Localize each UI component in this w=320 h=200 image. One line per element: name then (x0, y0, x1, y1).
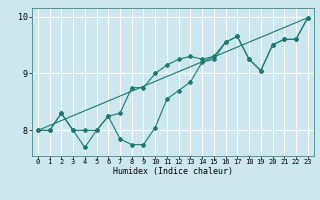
X-axis label: Humidex (Indice chaleur): Humidex (Indice chaleur) (113, 167, 233, 176)
